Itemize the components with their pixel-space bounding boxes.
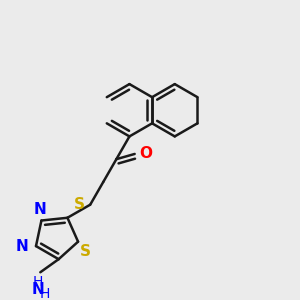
- Text: H: H: [40, 287, 50, 300]
- Text: H: H: [32, 275, 43, 289]
- Text: S: S: [80, 244, 91, 260]
- Text: O: O: [139, 146, 152, 161]
- Text: N: N: [33, 202, 46, 217]
- Text: N: N: [16, 238, 28, 253]
- Text: N: N: [32, 282, 45, 297]
- Text: S: S: [74, 197, 85, 212]
